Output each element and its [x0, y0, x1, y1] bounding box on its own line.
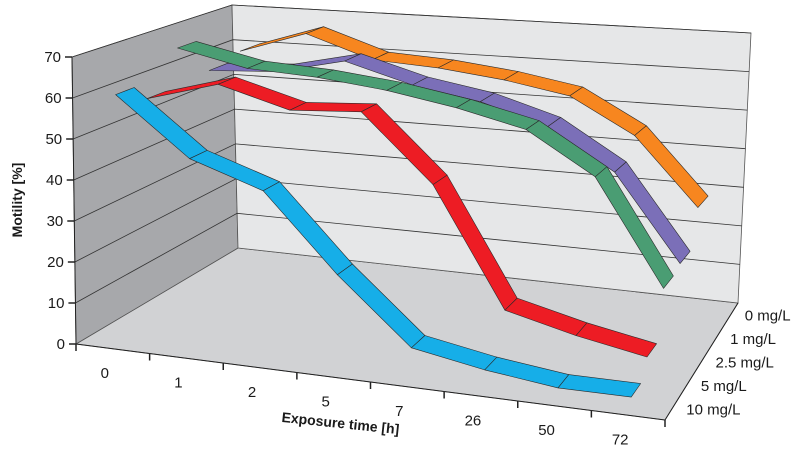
x-tick-label: 1	[174, 374, 182, 391]
x-tick-label: 5	[322, 393, 330, 410]
z-axis-line	[664, 302, 739, 421]
series-2-5-mg-l	[177, 41, 674, 289]
x-tick-label: 2	[248, 384, 256, 401]
gridline-60	[72, 39, 750, 99]
y-tick-label: 30	[47, 213, 64, 230]
y-tick-label: 70	[44, 49, 61, 66]
y-axis-line	[71, 56, 77, 345]
ribbon-segment	[614, 161, 691, 264]
series-5-mg-l	[146, 76, 657, 358]
x-tick-label: 0	[101, 365, 109, 382]
ribbon-segment	[575, 322, 657, 358]
z-tick-label: 10 mg/L	[686, 401, 740, 418]
x-axis-title: Exposure time [h]	[281, 409, 400, 437]
gridline-10	[75, 212, 740, 304]
ribbon-segment	[634, 125, 709, 208]
y-tick-label: 20	[47, 254, 64, 271]
x-tick-label: 50	[538, 422, 555, 439]
gridline-30	[74, 143, 744, 222]
y-tick-label: 40	[46, 172, 63, 189]
series-10-mg-l	[115, 87, 642, 398]
ribbon-segment	[557, 374, 642, 398]
y-tick-label: 50	[45, 131, 62, 148]
ribbon-segment	[594, 166, 674, 289]
axes: 0 10 20 30 40 50 60 70 0 1 2 5 7 26 50 72 0 mg/L 1 mg/L 2.…	[44, 49, 790, 448]
y-axis-title: Motility [%]	[9, 163, 25, 238]
series-0-mg-l	[239, 26, 709, 208]
gridline-70	[71, 4, 752, 58]
z-tick-label: 2.5 mg/L	[716, 355, 774, 372]
y-tick-label: 60	[45, 90, 62, 107]
x-tick-label: 72	[612, 431, 629, 448]
z-tick-label: 5 mg/L	[701, 378, 747, 395]
y-tick-label: 0	[57, 336, 65, 353]
x-tick-label: 7	[395, 403, 403, 420]
x-tick-label: 26	[465, 412, 482, 429]
y-tick-label: 10	[48, 295, 65, 312]
z-tick-label: 0 mg/L	[745, 308, 791, 325]
z-tick-label: 1 mg/L	[730, 331, 776, 348]
series-ribbons	[115, 26, 709, 398]
